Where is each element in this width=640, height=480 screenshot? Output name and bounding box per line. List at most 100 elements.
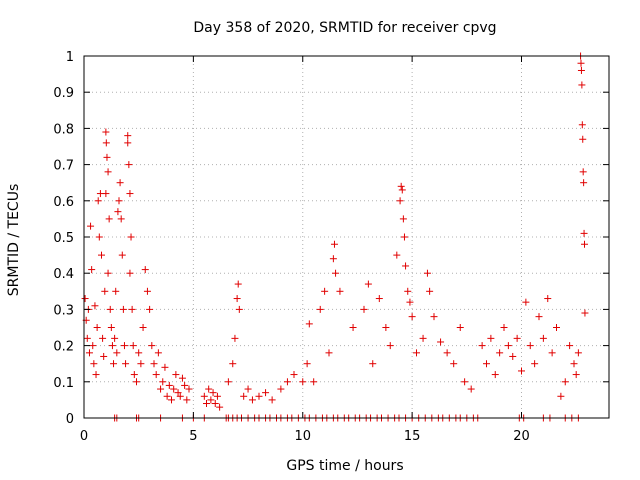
data-point [185,385,193,393]
data-point [437,338,445,346]
data-point [526,342,534,350]
data-point [349,324,357,331]
data-point [98,251,105,259]
y-tick-label: 1 [66,50,74,65]
data-point [168,396,175,404]
data-point [305,320,313,328]
data-point [141,266,149,274]
data-point [110,360,118,368]
data-point [509,352,517,360]
data-point [369,360,377,368]
data-point [113,349,121,357]
data-point [566,342,574,350]
data-point [500,324,508,331]
data-point [522,298,530,306]
data-point [216,403,224,411]
data-point [130,371,138,379]
data-point [513,334,521,342]
data-point [128,305,136,313]
data-point [93,324,101,331]
data-point [557,392,565,400]
y-axis-label: SRMTID / TECUs [6,184,22,297]
data-point [277,385,285,393]
data-point [87,222,95,230]
data-point [518,367,525,375]
data-point [329,255,337,263]
data-point [103,153,111,161]
data-point [122,360,130,368]
data-point [579,168,587,176]
data-point [124,139,132,147]
data-point [106,305,114,313]
y-tick-label: 0 [66,412,74,427]
data-point [170,385,178,393]
data-point [108,342,116,350]
data-point [183,396,191,404]
data-point [174,389,182,397]
data-point [316,305,324,313]
data-point [580,179,588,187]
data-point [101,287,109,295]
data-point [578,81,586,89]
data-point [544,295,552,303]
data-point [397,182,405,190]
data-point [104,168,112,176]
data-point [129,342,137,350]
data-point [85,349,93,357]
y-tick-label: 0.6 [53,195,74,210]
data-point [419,334,427,342]
data-point [161,363,169,371]
data-point [154,349,162,357]
data-point [213,392,221,400]
data-point [262,389,270,397]
data-point [83,334,91,342]
data-point [248,396,256,404]
y-tick-label: 0.2 [53,340,74,355]
data-point [209,389,217,397]
y-tick-label: 0.5 [53,231,74,246]
data-point [336,287,344,295]
data-point [94,197,102,205]
x-tick-label: 10 [294,429,311,444]
data-point [200,392,208,400]
data-point [119,305,127,313]
data-point [114,208,122,216]
x-tick-label: 20 [513,429,530,444]
data-point [165,381,173,389]
data-point [102,139,110,147]
data-point [126,269,134,277]
data-point [176,392,184,400]
data-point [152,371,160,379]
data-point [504,342,512,350]
data-point [577,66,585,74]
data-point [408,313,416,321]
data-point [580,229,588,237]
data-point [105,215,113,223]
data-point [321,287,329,295]
data-point [240,392,248,400]
data-point [205,385,213,393]
data-point [581,240,588,248]
data-point [402,262,410,270]
data-point [159,378,167,386]
data-point [139,324,147,331]
data-point [332,269,340,277]
y-tick-label: 0.3 [53,303,74,318]
data-point [325,349,333,357]
data-point [496,349,504,357]
data-point [116,179,124,187]
chart-title: Day 358 of 2020, SRMTID for receiver cpv… [193,20,496,36]
data-point [125,161,133,169]
data-point [483,360,490,368]
data-point [487,334,495,342]
data-point [117,215,125,223]
data-point [111,334,119,342]
data-point [399,215,407,223]
y-tick-label: 0.9 [53,86,74,101]
data-point [127,233,135,241]
data-point [102,128,110,136]
data-point [126,190,134,198]
data-point [112,287,120,295]
y-tick-label: 0.7 [53,159,74,174]
data-point [400,233,408,241]
